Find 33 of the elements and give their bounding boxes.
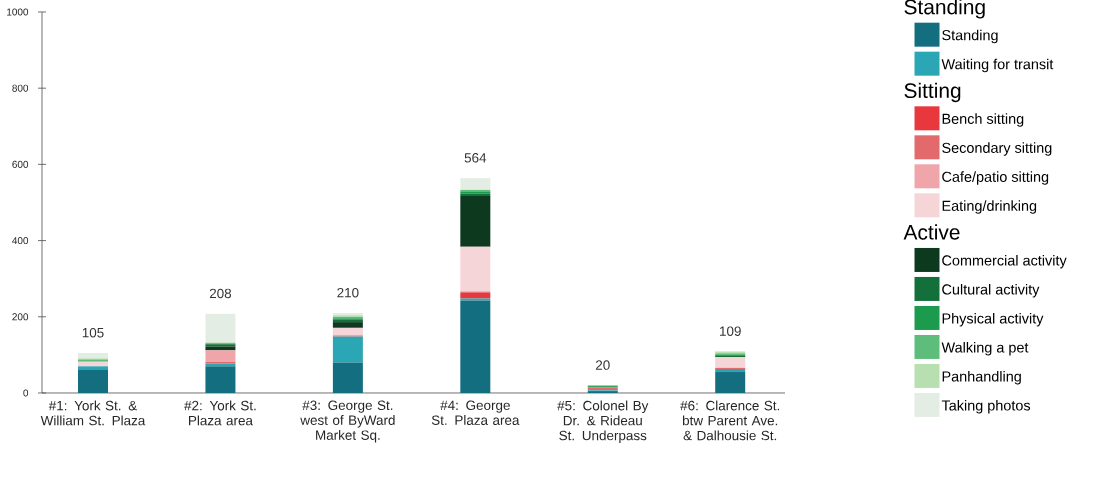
x-tick-label: #3: George St. west of ByWard Market Sq. — [300, 400, 395, 443]
legend-label: Secondary sitting — [942, 142, 1052, 156]
total-label: 20 — [595, 360, 610, 370]
text: Sitting — [904, 82, 961, 103]
legend-label: Waiting for transit — [941, 58, 1054, 73]
y-tick-label: 1000 — [7, 8, 29, 16]
total-label: 210 — [337, 287, 359, 298]
text: Standing — [904, 0, 985, 19]
y-tick-label: 400 — [12, 237, 29, 245]
legend-label: Eating/drinking — [942, 200, 1037, 214]
text: Active — [903, 224, 960, 240]
y-tick-label: 800 — [12, 84, 29, 92]
x-tick-label: #5: Colonel By Dr. & Rideau St. Underpass — [557, 400, 649, 443]
total-label: 105 — [82, 327, 104, 338]
y-tick-label: 0 — [23, 389, 29, 397]
legend-label: Physical activity — [942, 312, 1044, 327]
legend-label: Taking photos — [941, 399, 1031, 414]
x-tick-label: #1: York St. & William St. Plaza — [40, 400, 146, 426]
legend-label: Commercial activity — [942, 254, 1067, 269]
total-label: 208 — [209, 288, 232, 299]
total-label: 564 — [464, 153, 487, 163]
legend-label: Bench sitting — [942, 113, 1024, 127]
x-tick-label: #2: York St. Plaza area — [184, 400, 256, 426]
x-tick-label: #4: George St. Plaza area — [431, 400, 520, 425]
y-tick-label: 200 — [12, 313, 29, 321]
legend-label: Cafe/patio sitting — [942, 171, 1049, 185]
y-tick-label: 600 — [12, 160, 29, 168]
total-label: 109 — [720, 326, 741, 336]
legend-label: Cultural activity — [942, 283, 1040, 298]
legend-label: Panhandling — [942, 370, 1021, 385]
legend-label: Walking a pet — [941, 341, 1029, 356]
legend-label: Standing — [942, 29, 998, 44]
x-tick-label: #6: Clarence St. btw Parent Ave. & Dalhousie St. — [680, 400, 780, 441]
